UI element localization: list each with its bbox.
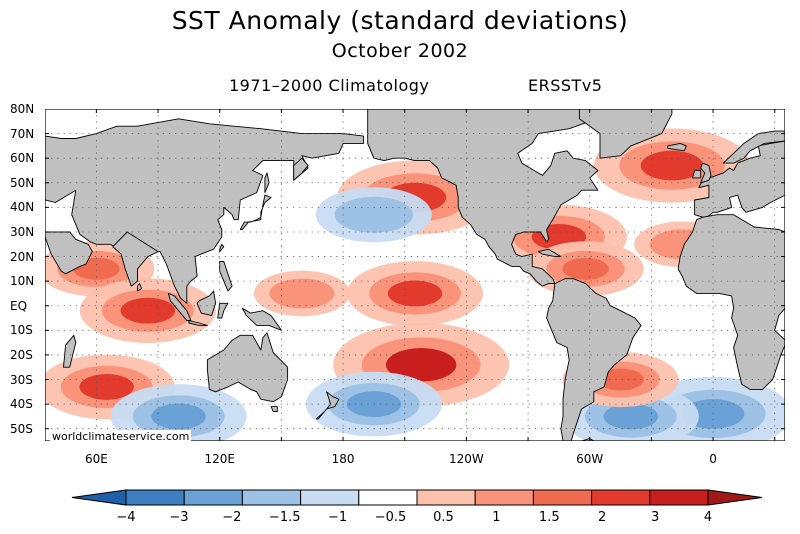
java-landmass bbox=[188, 320, 208, 326]
colorbar-label: −1.5 bbox=[268, 510, 301, 525]
lat-tick-label: 20S bbox=[10, 347, 33, 362]
arabia-landmass bbox=[45, 231, 93, 275]
sst-anomaly-map bbox=[45, 109, 785, 441]
scandinavia-landmass bbox=[722, 130, 785, 164]
colorbar-segment bbox=[183, 489, 243, 506]
colorbar-max-arrow bbox=[707, 489, 763, 506]
lon-tick-label: 0 bbox=[709, 452, 717, 466]
borneo-landmass bbox=[196, 290, 217, 317]
japan-landmass bbox=[239, 194, 272, 230]
sri-lanka-landmass bbox=[137, 283, 143, 292]
anomaly-core bbox=[597, 368, 644, 391]
colorbar-label: 4 bbox=[703, 510, 713, 525]
lat-tick-label: 30N bbox=[10, 224, 35, 239]
lat-tick-label: 10S bbox=[10, 323, 33, 338]
anomaly-core bbox=[282, 284, 322, 303]
lon-tick-label: 60E bbox=[84, 452, 108, 466]
dataset-label: ERSSTv5 bbox=[528, 76, 603, 95]
tasmania-landmass bbox=[270, 406, 278, 412]
lon-tick-label: 120W bbox=[448, 452, 484, 466]
colorbar-min-arrow bbox=[71, 489, 127, 506]
lat-tick-label: 80N bbox=[10, 102, 35, 116]
india-landmass bbox=[112, 231, 159, 287]
map-subtitle: October 2002 bbox=[331, 40, 469, 62]
lat-tick-label: 40N bbox=[10, 200, 35, 215]
land-masses bbox=[45, 109, 785, 441]
antarctic-peninsula-landmass bbox=[581, 438, 595, 441]
colorbar-label: −1 bbox=[328, 510, 348, 525]
africa-landmass bbox=[677, 214, 785, 390]
lon-tick-label: 180 bbox=[331, 452, 355, 466]
anomaly-core bbox=[385, 348, 457, 382]
map-title: SST Anomaly (standard deviations) bbox=[171, 6, 629, 35]
colorbar-label: 3 bbox=[650, 510, 660, 525]
europe-landmass bbox=[694, 140, 785, 218]
south-america-landmass bbox=[546, 278, 642, 441]
north-america-landmass bbox=[367, 109, 599, 287]
colorbar-label: −0.5 bbox=[374, 510, 407, 525]
kamchatka-landmass bbox=[293, 157, 309, 181]
taiwan-landmass bbox=[219, 243, 225, 253]
lon-tick-label: 60W bbox=[576, 452, 604, 466]
colorbar-segment bbox=[591, 489, 651, 506]
colorbar-segment bbox=[358, 489, 418, 506]
anomaly-core bbox=[120, 297, 175, 324]
colorbar-segment bbox=[241, 489, 302, 506]
ireland-landmass bbox=[692, 170, 702, 179]
credit-text: worldclimateservice.com bbox=[50, 430, 192, 443]
anomaly-core bbox=[387, 280, 443, 307]
lat-tick-label: 30S bbox=[10, 372, 33, 387]
australia-landmass bbox=[206, 332, 289, 403]
colorbar-segment bbox=[300, 489, 360, 506]
lat-tick-label: 40S bbox=[10, 397, 33, 412]
anomaly-core bbox=[79, 373, 134, 400]
anomaly-core bbox=[151, 403, 206, 430]
colorbar-label: −4 bbox=[116, 510, 136, 525]
lat-tick-label: 70N bbox=[10, 126, 35, 141]
colorbar-label: 1.5 bbox=[538, 510, 560, 525]
lat-tick-label: 10N bbox=[10, 274, 35, 289]
lat-tick-label: EQ bbox=[10, 298, 28, 313]
lat-tick-label: 50S bbox=[10, 421, 33, 436]
anomaly-core bbox=[562, 257, 609, 280]
colorbar-segment bbox=[532, 489, 593, 506]
sakhalin-landmass bbox=[264, 172, 270, 194]
graticule bbox=[45, 109, 785, 441]
colorbar-segment bbox=[649, 489, 709, 506]
philippines-landmass bbox=[219, 261, 233, 292]
uk-landmass bbox=[700, 162, 712, 184]
colorbar-segment bbox=[474, 489, 534, 506]
lon-tick-label: 120E bbox=[204, 452, 235, 466]
colorbar-segment bbox=[125, 489, 185, 506]
anomaly-core bbox=[350, 203, 398, 226]
climatology-label: 1971–2000 Climatology bbox=[229, 76, 430, 95]
cuba-landmass bbox=[537, 248, 562, 258]
colorbar-label: 2 bbox=[598, 510, 607, 525]
greenland-landmass bbox=[578, 109, 673, 159]
colorbar-label: −3 bbox=[169, 510, 189, 525]
madagascar-landmass bbox=[63, 334, 77, 368]
colorbar-label: 0.5 bbox=[433, 510, 454, 525]
colorbar-segment bbox=[416, 489, 476, 506]
iceland-landmass bbox=[667, 142, 687, 152]
colorbar-label: 1 bbox=[492, 510, 501, 525]
lat-tick-label: 20N bbox=[10, 249, 35, 264]
anomaly-core bbox=[640, 150, 704, 181]
colorbar-label: −2 bbox=[222, 510, 242, 525]
new-zealand-landmass bbox=[315, 391, 340, 420]
lat-tick-label: 50N bbox=[10, 175, 35, 190]
lat-tick-label: 60N bbox=[10, 151, 35, 166]
anomaly-core bbox=[603, 403, 659, 430]
